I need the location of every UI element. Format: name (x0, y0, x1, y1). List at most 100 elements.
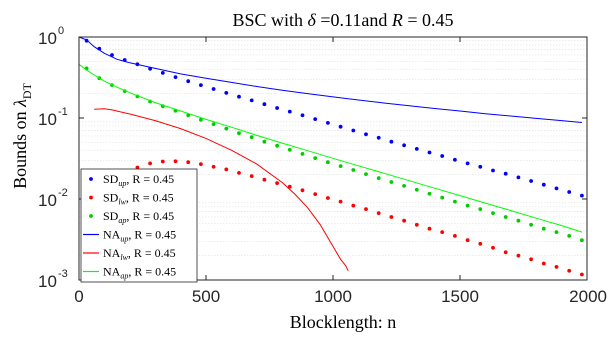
data-point (389, 180, 394, 184)
data-point (554, 230, 559, 235)
data-point (580, 193, 584, 198)
data-point (567, 268, 572, 273)
data-point (541, 226, 546, 231)
legend-label-sub: ap (118, 216, 126, 225)
legend-label-sub: up (120, 235, 128, 244)
data-point (249, 174, 254, 179)
data-point (503, 171, 508, 176)
data-point (503, 250, 508, 255)
y-tick-label-exponent: 0 (58, 25, 64, 37)
legend-swatch-dot (89, 195, 93, 200)
data-point (364, 172, 368, 177)
data-point (478, 241, 483, 246)
data-point (440, 154, 445, 158)
data-point (160, 159, 165, 164)
x-tick-label: 1000 (314, 287, 352, 306)
data-point (351, 168, 356, 172)
legend-entry: SDap, R = 0.45 (89, 209, 174, 225)
legend-label-sub: lw (120, 253, 128, 262)
data-point (465, 161, 470, 166)
legend-label: NAap, R = 0.45 (103, 265, 176, 281)
data-point (516, 175, 521, 180)
data-point (199, 117, 203, 122)
data-point (262, 177, 267, 182)
data-point (199, 83, 203, 87)
series-line (78, 36, 582, 123)
data-point (465, 238, 470, 243)
data-point (541, 261, 546, 266)
data-point (326, 121, 330, 125)
data-point (287, 184, 292, 189)
data-point (237, 131, 241, 136)
data-point (414, 147, 419, 151)
data-point (453, 234, 457, 238)
series-na-lw (94, 108, 349, 272)
data-point (516, 253, 521, 258)
data-point (300, 152, 305, 156)
data-point (376, 176, 381, 181)
series-layer (78, 36, 584, 277)
legend-label-name: NA (103, 265, 121, 279)
y-tick-label-exponent: -3 (58, 268, 68, 280)
data-point (440, 195, 445, 200)
data-point (453, 157, 457, 162)
data-point (414, 222, 419, 227)
data-point (541, 182, 546, 187)
data-point (313, 192, 318, 197)
data-point (402, 143, 406, 148)
y-tick-label-base: 10 (38, 110, 57, 129)
legend-label-name: NA (103, 228, 121, 242)
data-point (338, 199, 343, 204)
x-tick-label: 0 (74, 287, 83, 306)
data-point (173, 75, 178, 79)
data-point (275, 181, 279, 186)
y-tick-label-base: 10 (38, 191, 57, 210)
legend-label: NAup, R = 0.45 (103, 228, 176, 244)
data-point (402, 184, 406, 188)
data-point (580, 238, 584, 243)
legend-entry: NAup, R = 0.45 (83, 228, 176, 244)
data-point (414, 187, 419, 192)
legend-label: SDup, R = 0.45 (103, 172, 174, 188)
data-point (503, 215, 508, 219)
data-point (237, 171, 241, 175)
data-point (249, 98, 254, 103)
data-point (135, 165, 140, 170)
data-point (427, 191, 432, 196)
chart-title: BSC with δ =0.11and R = 0.45 (232, 10, 453, 30)
data-point (313, 156, 318, 161)
data-point (211, 87, 216, 91)
legend-entry: NAlw, R = 0.45 (83, 246, 176, 262)
series-na-ap (78, 63, 583, 233)
data-point (300, 113, 305, 118)
data-point (453, 199, 457, 204)
data-point (491, 168, 495, 173)
legend-label-rate: , R = 0.45 (128, 265, 176, 279)
data-point (249, 135, 254, 140)
data-point (211, 164, 216, 169)
data-point (580, 272, 584, 277)
data-point (554, 265, 559, 269)
y-tick-label-base: 10 (38, 272, 57, 291)
legend-label-rate: , R = 0.45 (128, 246, 176, 260)
data-point (224, 167, 229, 172)
legend-swatch-dot (89, 214, 93, 218)
data-point (376, 211, 381, 216)
legend-label-rate: , R = 0.45 (126, 209, 174, 223)
data-point (262, 102, 267, 107)
data-point (364, 132, 368, 137)
data-point (287, 109, 292, 114)
y-tick-label-exponent: -2 (58, 187, 68, 199)
x-tick-label: 2000 (569, 287, 607, 306)
data-point (160, 71, 165, 75)
data-point (262, 139, 267, 144)
data-point (326, 196, 330, 200)
legend-entry: SDlw, R = 0.45 (89, 191, 174, 207)
legend-label: NAlw, R = 0.45 (103, 246, 176, 262)
data-point (313, 117, 318, 121)
legend-label-name: SD (103, 209, 119, 223)
